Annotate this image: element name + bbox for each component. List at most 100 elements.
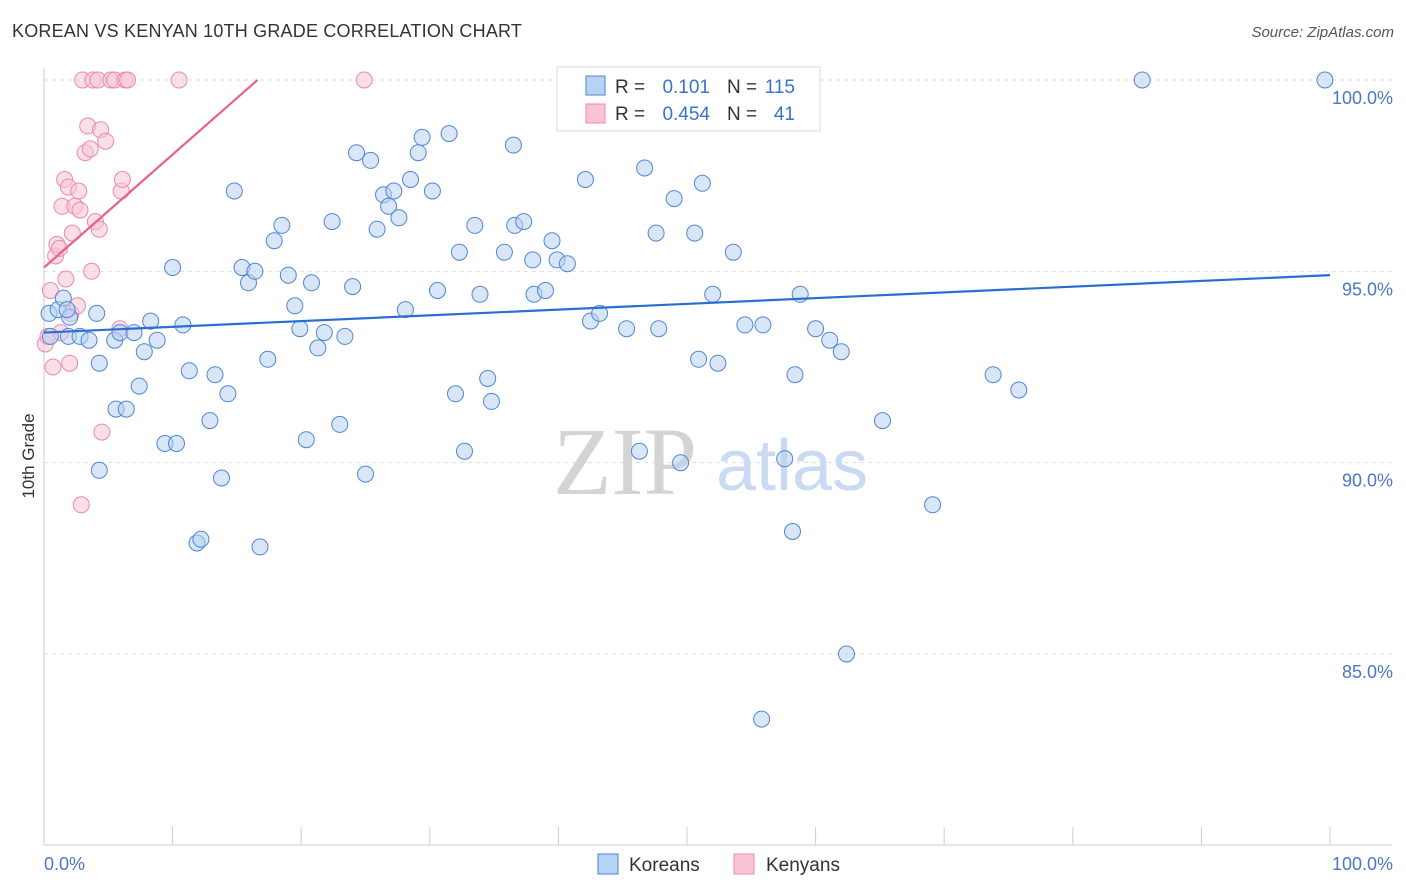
korean-point	[471, 285, 489, 303]
korean-point	[180, 362, 198, 380]
korean-point	[786, 366, 804, 384]
korean-point	[135, 343, 153, 361]
legend-koreans-n-label: N =	[727, 77, 757, 98]
korean-point	[838, 645, 855, 663]
korean-point	[385, 182, 403, 200]
korean-point	[647, 224, 665, 242]
kenyan-point	[72, 496, 90, 514]
koreans-points	[40, 71, 1334, 728]
korean-point	[495, 243, 513, 261]
korean-point	[686, 224, 704, 242]
kenyan-point	[57, 270, 75, 288]
korean-point	[396, 301, 414, 319]
kenyan-point	[170, 71, 188, 89]
korean-point	[776, 450, 794, 468]
legend-kenyans-r-value: 0.454	[662, 104, 710, 125]
korean-point	[630, 442, 648, 460]
korean-point	[724, 243, 742, 261]
koreans-legend-swatch	[597, 853, 619, 875]
legend-koreans-n-value: 115	[765, 77, 795, 98]
korean-point	[1133, 71, 1151, 89]
kenyan-point	[119, 71, 137, 89]
korean-point	[504, 136, 522, 154]
watermark-atlas: atlas	[716, 426, 868, 506]
korean-point	[576, 171, 594, 188]
korean-point	[357, 465, 374, 483]
legend-koreans-swatch	[585, 75, 606, 96]
korean-point	[413, 128, 431, 146]
korean-point	[331, 415, 349, 433]
y-axis-label: 10th Grade	[19, 413, 38, 498]
korean-point	[125, 324, 143, 342]
korean-point	[130, 377, 148, 395]
kenyan-point	[71, 201, 89, 219]
correlation-legend: R = 0.101 N = 115 R = 0.454 N = 41	[556, 66, 821, 132]
legend-kenyans-n-label: N =	[727, 104, 757, 125]
korean-point	[402, 171, 419, 188]
korean-point	[754, 316, 772, 334]
korean-point	[344, 278, 362, 296]
korean-point	[303, 274, 320, 292]
korean-point	[924, 496, 942, 514]
korean-point	[693, 174, 711, 192]
korean-point	[192, 530, 210, 548]
koreans-legend-label: Koreans	[629, 855, 700, 876]
korean-point	[1316, 71, 1334, 89]
kenyan-point	[97, 132, 115, 150]
y-axis-tick-labels: 100.0% 95.0% 90.0% 85.0%	[1332, 88, 1393, 682]
korean-point	[672, 454, 690, 472]
x-tick-label: 0.0%	[44, 854, 85, 874]
korean-point	[213, 469, 230, 487]
korean-point	[456, 442, 473, 460]
chart-title: KOREAN VS KENYAN 10TH GRADE CORRELATION …	[12, 21, 523, 41]
korean-point	[690, 350, 708, 368]
legend-koreans-r-label: R =	[615, 77, 645, 98]
kenyan-point	[70, 182, 88, 200]
korean-point	[380, 197, 398, 215]
watermark: ZIP atlas	[553, 408, 868, 515]
korean-point	[246, 262, 264, 280]
x-axis-tick-labels: 0.0% 100.0%	[44, 854, 1393, 874]
korean-point	[807, 320, 825, 338]
korean-point	[558, 255, 576, 273]
korean-point	[736, 316, 754, 334]
korean-point	[201, 412, 219, 430]
axes	[43, 68, 1392, 846]
kenyan-point	[63, 224, 81, 242]
korean-point	[450, 243, 468, 261]
korean-point	[168, 435, 185, 452]
kenyan-point	[44, 358, 62, 376]
chart-source: Source: ZipAtlas.com	[1251, 24, 1394, 41]
kenyan-point	[355, 71, 373, 89]
korean-point	[164, 259, 182, 276]
korean-point	[784, 523, 801, 540]
korean-point	[80, 331, 98, 349]
korean-point	[515, 213, 533, 231]
korean-point	[429, 282, 446, 299]
korean-point	[206, 366, 224, 384]
kenyans-legend-label: Kenyans	[766, 855, 840, 876]
korean-point	[665, 190, 683, 208]
korean-point	[447, 385, 464, 403]
legend-kenyans-n-value: 41	[774, 104, 795, 125]
legend-kenyans-r-label: R =	[615, 104, 645, 125]
korean-point	[279, 266, 297, 284]
kenyan-point	[81, 140, 99, 158]
y-tick-label: 95.0%	[1342, 279, 1393, 299]
korean-point	[524, 251, 542, 269]
kenyan-point	[61, 354, 79, 372]
korean-point	[41, 327, 59, 345]
korean-point	[1010, 381, 1028, 399]
x-axis-ticks	[43, 827, 1331, 845]
korean-point	[148, 331, 166, 349]
kenyan-point	[113, 171, 131, 188]
korean-point	[219, 385, 237, 403]
korean-point	[297, 431, 315, 449]
korean-point	[90, 354, 108, 372]
korean-point	[479, 370, 497, 387]
trend-lines	[43, 79, 1331, 334]
korean-point	[618, 320, 636, 338]
korean-point	[821, 331, 839, 349]
korean-point	[709, 354, 727, 372]
